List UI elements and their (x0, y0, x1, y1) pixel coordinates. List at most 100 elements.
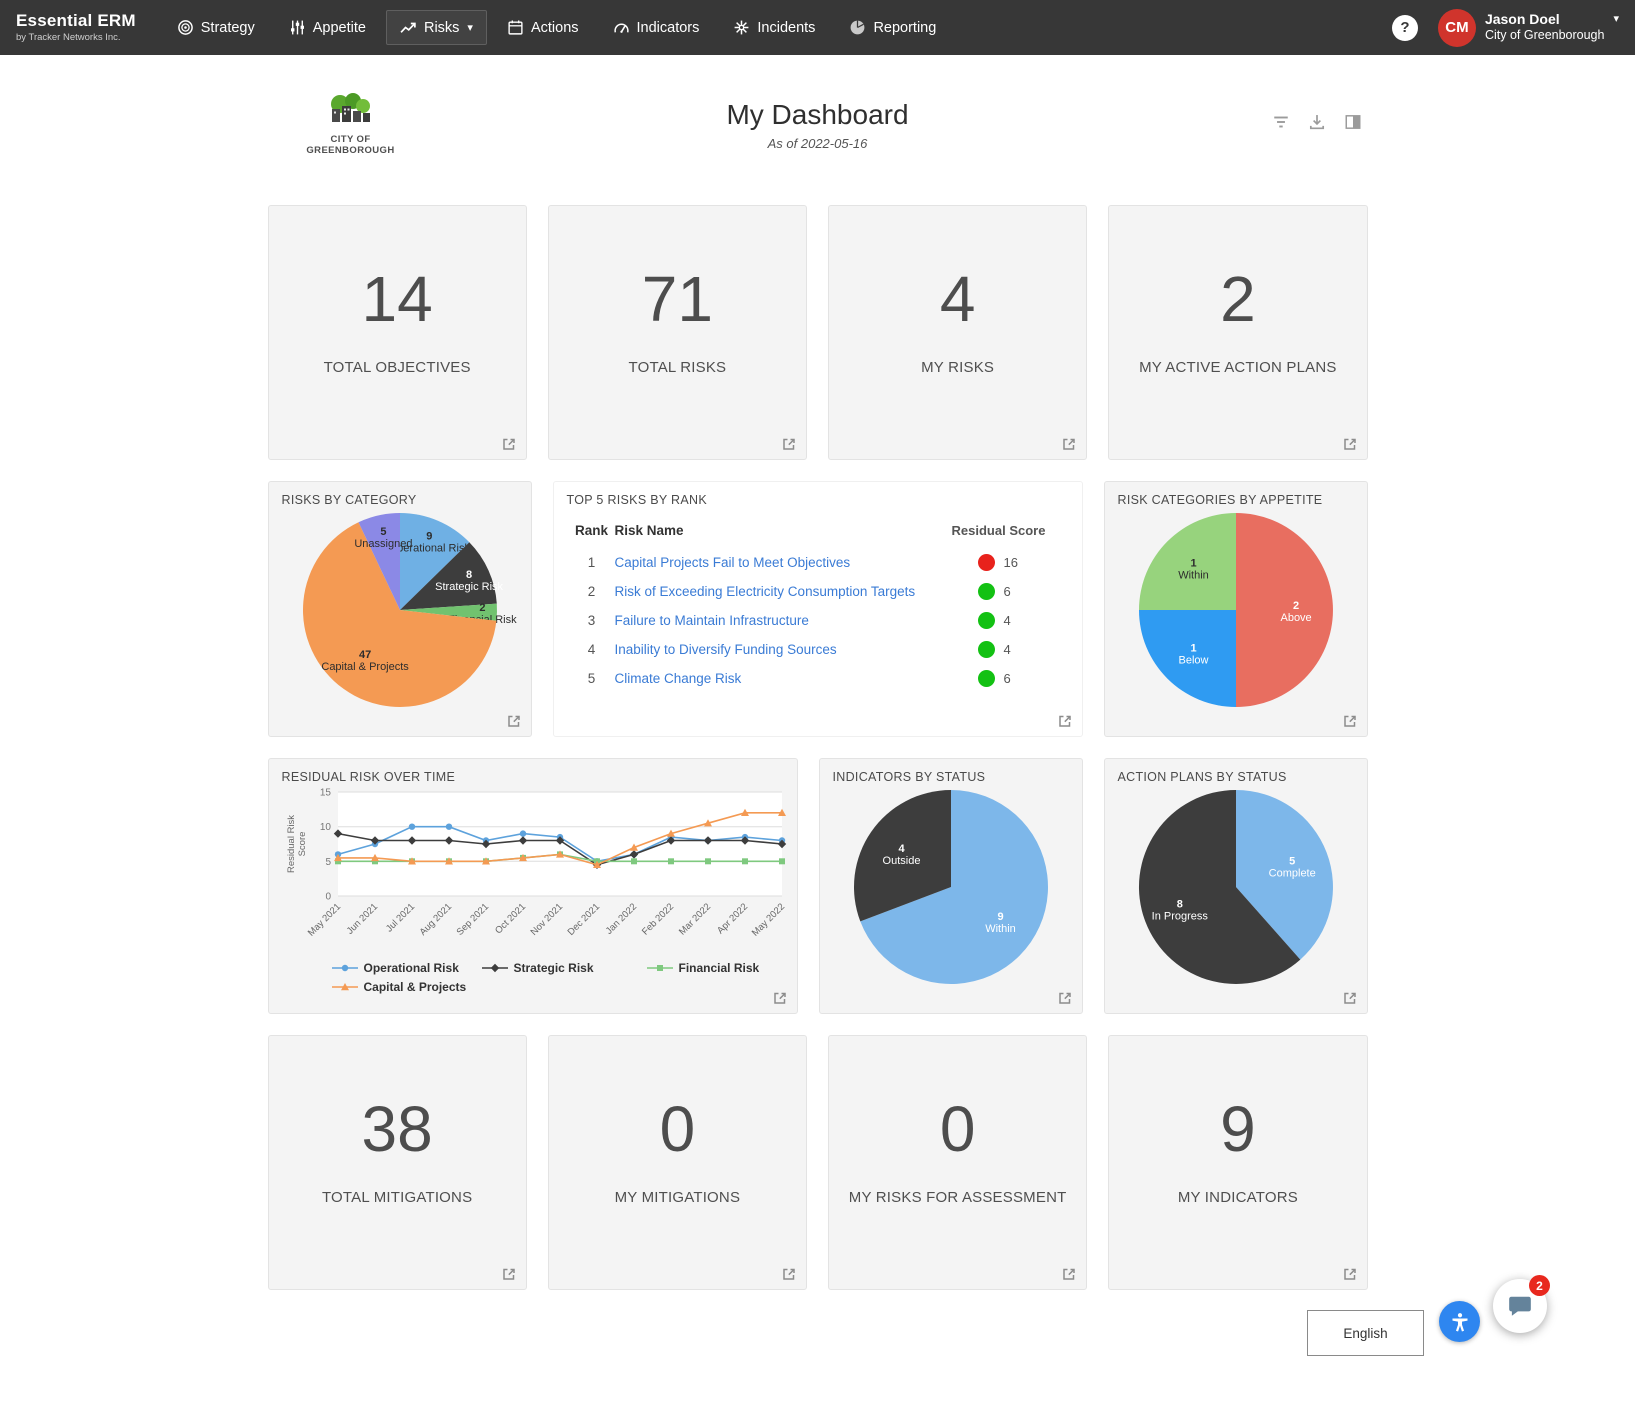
nav-item-label: Appetite (312, 19, 366, 36)
score-value: 6 (1003, 671, 1011, 686)
action-plans-pie: 5 Complete 8 In Progress (1118, 788, 1354, 988)
legend-marker (331, 964, 358, 972)
top5-table: Rank Risk Name Residual Score 1 Capital P… (569, 523, 1065, 693)
burst-icon (733, 19, 750, 36)
accessibility-button[interactable] (1439, 1301, 1480, 1342)
pie-label: 5 Complete (1268, 856, 1315, 880)
pie-label: 8 Strategic Risk (435, 569, 503, 593)
risk-link[interactable]: Failure to Maintain Infrastructure (614, 613, 809, 628)
nav-item-label: Reporting (873, 19, 937, 36)
expand-icon[interactable] (1342, 436, 1358, 452)
expand-icon[interactable] (781, 1266, 797, 1282)
pie-slice-financial-risk[interactable] (399, 603, 497, 621)
stat-label: TOTAL RISKS (628, 359, 727, 376)
nav-item-incidents[interactable]: Incidents (719, 10, 829, 45)
expand-icon[interactable] (1342, 713, 1358, 729)
expand-icon[interactable] (1057, 990, 1073, 1006)
nav-items: Strategy Appetite Risks ▾ Actions Indicators I… (160, 0, 954, 55)
score-dot (977, 583, 995, 600)
stat-value: 4 (939, 263, 976, 335)
pie-slice-in-progress[interactable] (1138, 790, 1300, 984)
risk-score: 6 (933, 670, 1065, 687)
x-tick-label: Oct 2021 (493, 901, 528, 936)
city-logo-graphic (330, 93, 370, 122)
pie-label: 1 Below (1178, 643, 1208, 667)
page-title: My Dashboard (726, 99, 909, 130)
nav-item-reporting[interactable]: Reporting (835, 10, 950, 45)
expand-icon[interactable] (1061, 436, 1077, 452)
nav-item-actions[interactable]: Actions (493, 10, 593, 45)
x-tick-label: Dec 2021 (565, 901, 602, 938)
expand-icon[interactable] (781, 436, 797, 452)
expand-icon[interactable] (501, 436, 517, 452)
pie-slice-outside[interactable] (853, 790, 951, 922)
stat-card-total-mitigations: 38 TOTAL MITIGATIONS (267, 1035, 527, 1290)
legend-marker (481, 963, 508, 973)
expand-icon[interactable] (506, 713, 522, 729)
pie-slice-complete[interactable] (1235, 790, 1333, 960)
stats-row-top: 14 TOTAL OBJECTIVES 71 TOTAL RISKS 4 MY RISKS… (267, 205, 1368, 460)
risk-link[interactable]: Risk of Exceeding Electricity Consumptio… (614, 584, 916, 599)
pie-slice-capital-projects[interactable] (302, 522, 496, 707)
app-title: Essential ERM (16, 11, 136, 31)
expand-icon[interactable] (501, 1266, 517, 1282)
stats-row-bottom: 38 TOTAL MITIGATIONS 0 MY MITIGATIONS 0 MY RI… (267, 1035, 1368, 1290)
expand-icon[interactable] (1057, 713, 1073, 729)
expand-icon[interactable] (1061, 1266, 1077, 1282)
language-button[interactable]: English (1307, 1310, 1424, 1356)
pie-slice-unassigned[interactable] (358, 513, 400, 610)
top5-rows: 1 Capital Projects Fail to Meet Objective… (569, 548, 1065, 693)
x-tick-label: Jul 2021 (383, 901, 416, 934)
stat-label: MY INDICATORS (1177, 1189, 1298, 1206)
x-tick-label: Feb 2022 (639, 901, 675, 937)
download-icon[interactable] (1308, 113, 1326, 131)
expand-icon[interactable] (1342, 990, 1358, 1006)
col-residual-score: Residual Score (951, 523, 1046, 538)
legend-item-capital-projects[interactable]: Capital & Projects (331, 980, 482, 994)
risk-link[interactable]: Climate Change Risk (614, 671, 742, 686)
pie-slice-operational-risk[interactable] (399, 513, 469, 610)
legend-item-operational-risk[interactable]: Operational Risk (331, 961, 482, 975)
pie-label: 9 Operational Risk (388, 530, 470, 554)
gauge-icon (613, 19, 630, 36)
chat-icon (1507, 1293, 1533, 1319)
legend-item-strategic-risk[interactable]: Strategic Risk (481, 961, 647, 975)
filter-icon[interactable] (1272, 113, 1290, 131)
user-menu[interactable]: CM Jason Doel City of Greenborough ▾ (1437, 8, 1619, 47)
svg-text:15: 15 (319, 788, 331, 799)
legend-label: Financial Risk (678, 961, 760, 975)
chat-button[interactable]: 2 (1493, 1275, 1550, 1333)
legend-item-financial-risk[interactable]: Financial Risk (646, 961, 812, 975)
pie-slice-below[interactable] (1138, 610, 1236, 707)
nav-item-indicators[interactable]: Indicators (599, 10, 714, 45)
stat-card-my-indicators: 9 MY INDICATORS (1108, 1035, 1368, 1290)
card-title: INDICATORS BY STATUS (832, 770, 986, 784)
risk-link[interactable]: Capital Projects Fail to Meet Objectives (614, 555, 851, 570)
x-tick-label: May 2021 (305, 901, 342, 938)
risk-score: 4 (933, 641, 1065, 658)
app-logo[interactable]: Essential ERM by Tracker Networks Inc. (16, 11, 136, 42)
expand-icon[interactable] (1342, 1266, 1358, 1282)
score-value: 6 (1003, 584, 1011, 599)
nav-item-strategy[interactable]: Strategy (163, 10, 269, 45)
top5-row-3: 3 Failure to Maintain Infrastructure 4 (569, 606, 1065, 635)
help-icon[interactable]: ? (1391, 14, 1418, 41)
pie-slice-within[interactable] (859, 790, 1048, 984)
stat-card-total-objectives: 14 TOTAL OBJECTIVES (267, 205, 527, 460)
risk-link[interactable]: Inability to Diversify Funding Sources (614, 642, 837, 657)
layout-icon[interactable] (1344, 113, 1362, 131)
expand-icon[interactable] (772, 990, 788, 1006)
stat-value: 0 (659, 1093, 696, 1165)
nav-item-risks[interactable]: Risks ▾ (385, 10, 487, 45)
nav-item-appetite[interactable]: Appetite (275, 10, 380, 45)
top5-row-4: 4 Inability to Diversify Funding Sources 4 (569, 635, 1065, 664)
pie-label: 8 In Progress (1151, 898, 1208, 922)
pie-label: 1 Within (1178, 558, 1209, 582)
pie-slice-strategic-risk[interactable] (399, 542, 497, 610)
pie-slice-above[interactable] (1235, 513, 1333, 707)
risk-score: 16 (933, 554, 1065, 571)
score-value: 4 (1003, 642, 1011, 657)
card-title: RESIDUAL RISK OVER TIME (281, 770, 456, 784)
pie-label: 9 Within (985, 911, 1016, 935)
pie-slice-within[interactable] (1138, 513, 1236, 610)
